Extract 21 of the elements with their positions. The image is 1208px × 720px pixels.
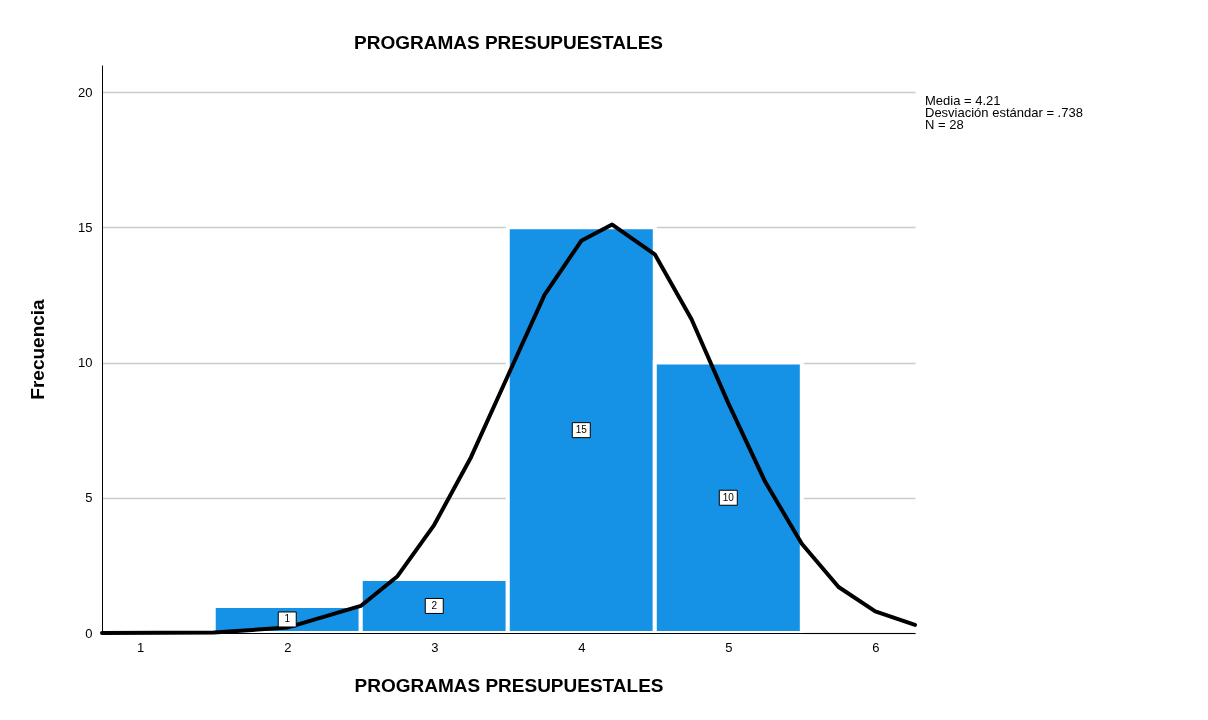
y-tick-label: 15	[78, 219, 93, 235]
data-label: 10	[722, 491, 735, 503]
x-axis-title: PROGRAMAS PRESUPUESTALES	[354, 674, 664, 696]
text: N = 28	[925, 117, 964, 132]
data-label: 15	[575, 424, 588, 436]
y-tick-label: 10	[78, 355, 93, 371]
x-tick-label: 5	[725, 639, 733, 655]
data-label: 1	[284, 613, 291, 625]
x-tick-label: 2	[284, 639, 292, 655]
chart-title: PROGRAMAS PRESUPUESTALES	[354, 32, 663, 53]
y-tick-label: 5	[85, 490, 93, 506]
x-tick-label: 6	[872, 639, 880, 655]
x-tick-label: 3	[431, 639, 439, 655]
y-tick-label: 20	[78, 84, 93, 100]
data-label: 2	[431, 599, 438, 611]
y-tick-label: 0	[85, 625, 93, 641]
text: Desviación estándar = .738	[925, 105, 1083, 120]
x-tick-label: 4	[578, 639, 586, 655]
text: Media = 4.21	[925, 93, 1001, 108]
y-axis-title: Frecuencia	[27, 298, 49, 400]
x-tick-label: 1	[137, 639, 145, 655]
